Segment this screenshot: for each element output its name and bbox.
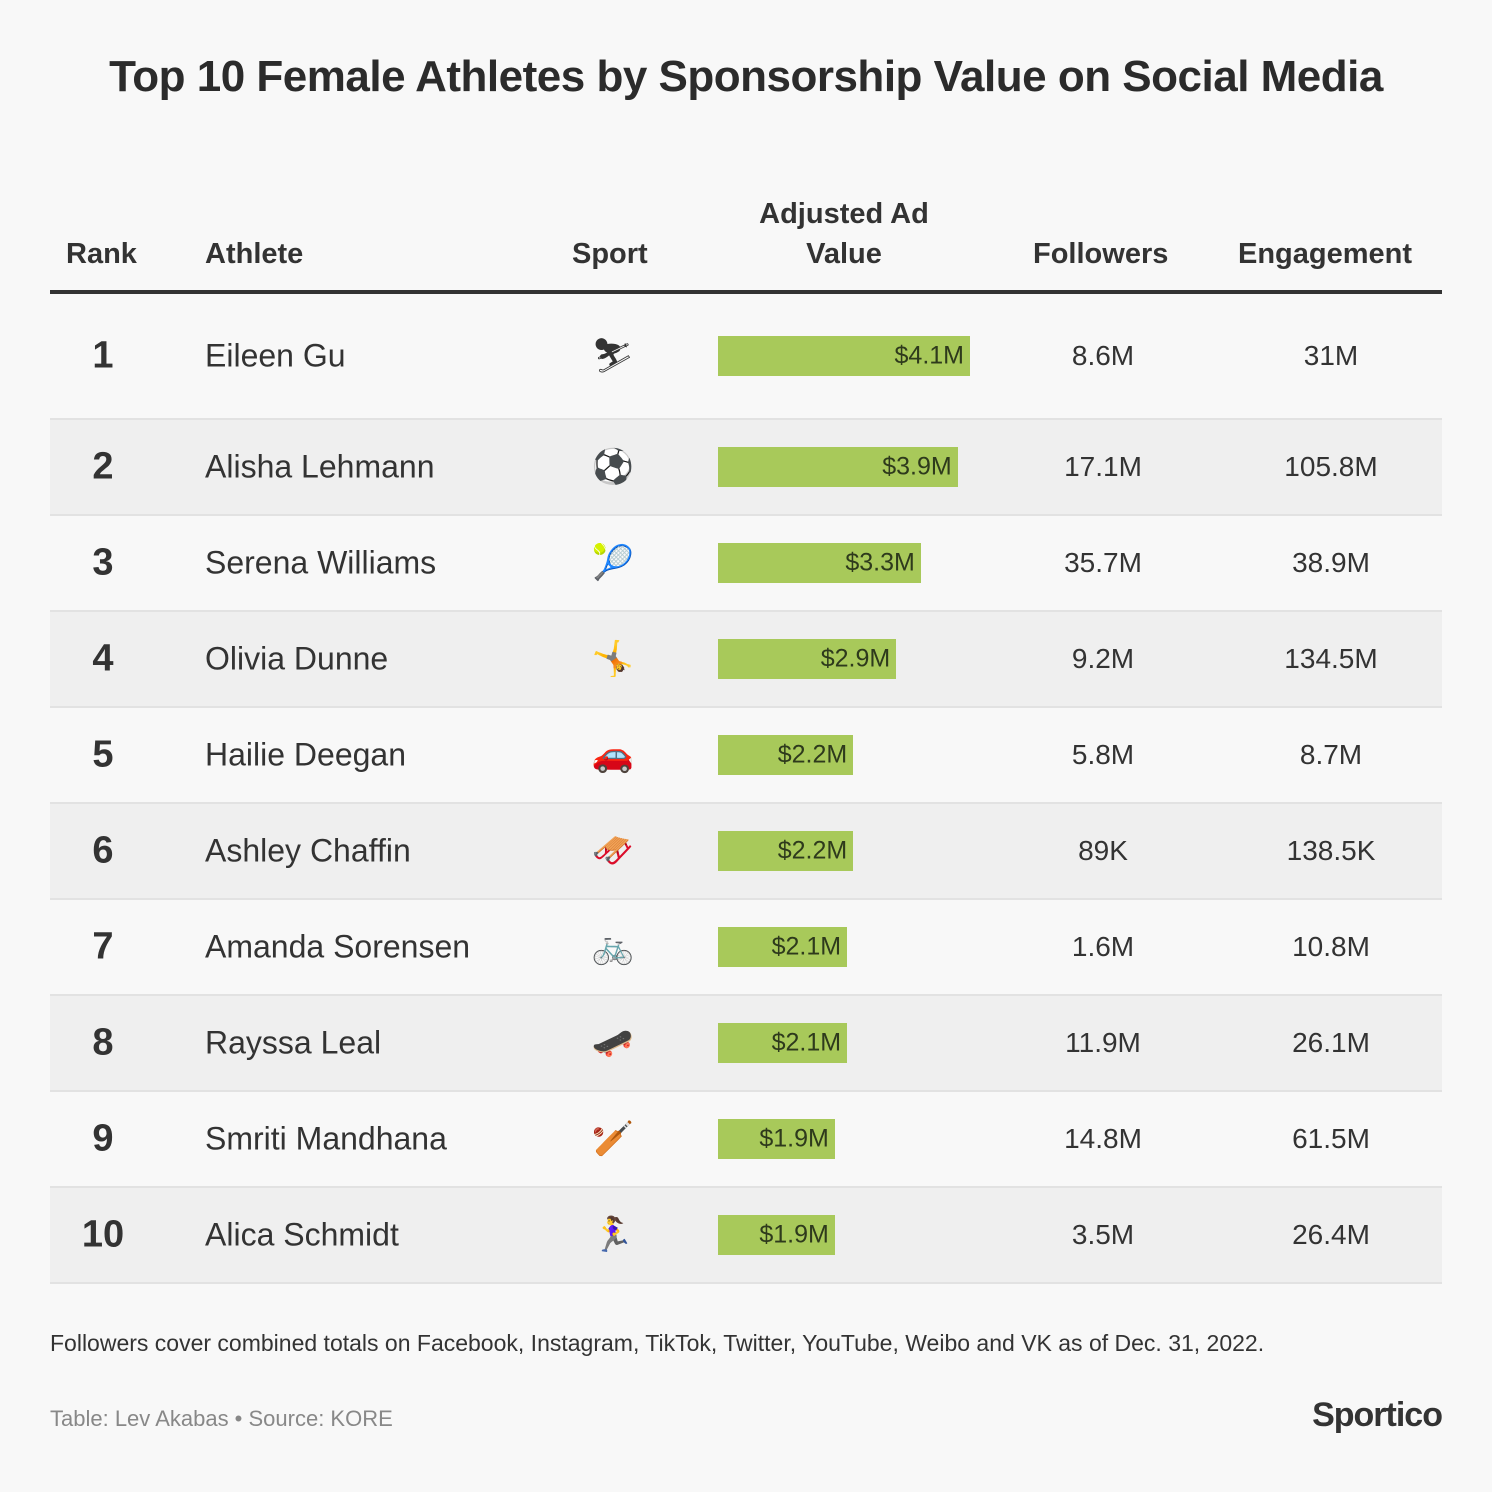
rank: 3 — [92, 541, 114, 584]
followers: 9.2M — [1071, 643, 1135, 674]
value-label: $1.9M — [759, 1124, 829, 1153]
value-label: $2.2M — [777, 836, 848, 865]
header-value-line1: Adjusted Ad — [759, 198, 929, 230]
athlete-name: Ashley Chaffin — [205, 832, 411, 869]
value-bar: $3.9M — [718, 447, 958, 487]
engagement: 10.8M — [1292, 931, 1370, 962]
athlete-name: Rayssa Leal — [205, 1024, 382, 1061]
rank: 7 — [92, 925, 114, 968]
athlete-name: Hailie Deegan — [205, 736, 407, 773]
header-value: Adjusted Ad Value — [718, 194, 970, 274]
chart-title: Top 10 Female Athletes by Sponsorship Va… — [109, 52, 1383, 101]
followers: 89K — [1078, 835, 1128, 866]
table-row: 3 Serena Williams 🎾 $3.3M 35.7M 38.9M — [50, 516, 1442, 612]
engagement: 31M — [1303, 340, 1359, 371]
value-bar: $2.1M — [718, 1023, 848, 1063]
value-label: $3.3M — [845, 548, 915, 577]
value-bar: $2.9M — [718, 639, 897, 679]
rank: 9 — [92, 1117, 114, 1160]
engagement: 8.7M — [1299, 739, 1363, 770]
engagement: 38.9M — [1292, 547, 1370, 578]
value-bar: $1.9M — [718, 1119, 835, 1159]
gymnastics-icon: 🤸 — [591, 640, 635, 678]
credit: Table: Lev Akabas • Source: KORE — [50, 1406, 393, 1431]
snowmobile-icon: 🛷 — [591, 832, 635, 870]
followers: 11.9M — [1065, 1027, 1141, 1058]
table-row: 5 Hailie Deegan 🚗 $2.2M 5.8M 8.7M — [50, 708, 1442, 804]
table-row: 7 Amanda Sorensen 🚲 $2.1M 1.6M 10.8M — [50, 900, 1442, 996]
value-label: $1.9M — [759, 1220, 829, 1249]
value-label: $4.1M — [894, 341, 964, 370]
athlete-name: Alisha Lehmann — [205, 448, 435, 485]
athlete-name: Eileen Gu — [205, 337, 346, 374]
footnote: Followers cover combined totals on Faceb… — [50, 1330, 1265, 1356]
bicycle-icon: 🚲 — [591, 928, 635, 966]
followers: 14.8M — [1064, 1123, 1142, 1154]
table-row: 8 Rayssa Leal 🛹 $2.1M 11.9M 26.1M — [50, 996, 1442, 1092]
header-engagement: Engagement — [1238, 238, 1413, 270]
value-label: $2.2M — [777, 740, 848, 769]
sportico-logo: Sportico — [1312, 1396, 1443, 1434]
value-label: $3.9M — [882, 452, 952, 481]
value-label: $2.9M — [820, 644, 891, 673]
engagement: 61.5M — [1292, 1123, 1370, 1154]
table-row: 9 Smriti Mandhana 🏏 $1.9M 14.8M 61.5M — [50, 1092, 1442, 1188]
value-bar: $2.2M — [718, 831, 854, 871]
header-sport: Sport — [572, 238, 648, 270]
value-bar: $2.1M — [718, 927, 848, 967]
header-rank: Rank — [66, 238, 137, 270]
value-bar: $4.1M — [718, 336, 970, 376]
table-header: Rank Athlete Sport Adjusted Ad Value Foll… — [50, 190, 1442, 294]
engagement: 26.4M — [1292, 1219, 1370, 1250]
engagement: 26.1M — [1292, 1027, 1370, 1058]
athlete-name: Olivia Dunne — [205, 640, 389, 677]
athlete-name: Amanda Sorensen — [205, 928, 471, 965]
rank: 1 — [92, 334, 114, 377]
value-label: $2.1M — [771, 932, 842, 961]
rank: 8 — [92, 1021, 114, 1064]
value-bar: $1.9M — [718, 1215, 835, 1255]
table-row: 2 Alisha Lehmann ⚽ $3.9M 17.1M 105.8M — [50, 420, 1442, 516]
rank: 10 — [81, 1213, 125, 1256]
followers: 8.6M — [1071, 340, 1135, 371]
skateboard-icon: 🛹 — [591, 1024, 635, 1062]
engagement: 134.5M — [1284, 643, 1378, 674]
athlete-name: Alica Schmidt — [205, 1216, 399, 1253]
rank: 5 — [92, 733, 114, 776]
car-icon: 🚗 — [591, 736, 635, 774]
tennis-icon: 🎾 — [591, 544, 635, 582]
soccer-ball-icon: ⚽ — [591, 448, 635, 486]
athlete-name: Smriti Mandhana — [205, 1120, 447, 1157]
athlete-name: Serena Williams — [205, 544, 437, 581]
table-row: 1 Eileen Gu ⛷ $4.1M 8.6M 31M — [50, 294, 1442, 420]
header-value-line2: Value — [806, 238, 882, 270]
followers: 35.7M — [1064, 547, 1142, 578]
followers: 3.5M — [1071, 1219, 1135, 1250]
header-athlete: Athlete — [205, 238, 304, 270]
engagement: 105.8M — [1284, 451, 1378, 482]
value-bar: $2.2M — [718, 735, 854, 775]
rank: 4 — [92, 637, 114, 680]
rank: 6 — [92, 829, 114, 872]
cricket-icon: 🏏 — [591, 1120, 635, 1158]
table-row: 10 Alica Schmidt 🏃‍♀️ $1.9M 3.5M 26.4M — [50, 1188, 1442, 1284]
skier-icon: ⛷ — [591, 337, 635, 375]
engagement: 138.5K — [1286, 835, 1376, 866]
runner-icon: 🏃‍♀️ — [591, 1216, 635, 1254]
rank: 2 — [92, 445, 114, 488]
header-followers: Followers — [1033, 238, 1169, 270]
table-row: 4 Olivia Dunne 🤸 $2.9M 9.2M 134.5M — [50, 612, 1442, 708]
followers: 1.6M — [1071, 931, 1135, 962]
table-row: 6 Ashley Chaffin 🛷 $2.2M 89K 138.5K — [50, 804, 1442, 900]
value-label: $2.1M — [771, 1028, 842, 1057]
followers: 5.8M — [1071, 739, 1135, 770]
followers: 17.1M — [1064, 451, 1142, 482]
value-bar: $3.3M — [718, 543, 921, 583]
